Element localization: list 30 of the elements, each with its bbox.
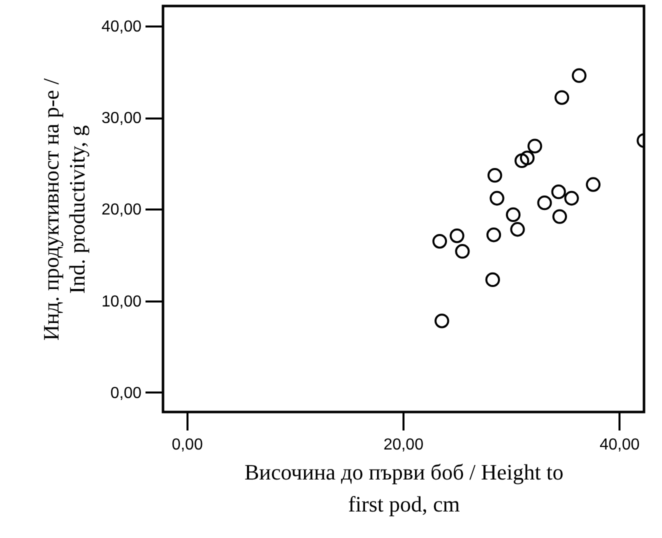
point [586, 177, 601, 192]
point [488, 168, 502, 183]
point [486, 228, 502, 242]
point [510, 222, 525, 237]
point [551, 184, 566, 200]
y-axis-title: Инд. продуктивност на р-е / Ind. productivity, g [38, 77, 90, 341]
y-tick-label: 30,00 [101, 110, 142, 128]
y-tick-label: 20,00 [101, 202, 142, 219]
x-tick-label: 20,00 [383, 436, 424, 454]
point [450, 228, 464, 244]
point [490, 190, 504, 206]
y-tick-label: 0,00 [110, 384, 142, 402]
point [554, 90, 570, 105]
point [552, 209, 568, 224]
point [506, 207, 521, 222]
point [455, 244, 470, 259]
point [537, 196, 552, 210]
point [528, 138, 542, 154]
point [434, 314, 450, 328]
x-axis-title: Височина до първи боб / Height to first pod, cm [244, 460, 564, 516]
x-tick-label: 40,00 [600, 436, 640, 454]
y-tick-label: 10,00 [101, 293, 142, 310]
point [514, 153, 530, 168]
y-tick-label: 40,00 [101, 18, 142, 36]
point [520, 150, 535, 166]
point [485, 272, 500, 288]
point [572, 68, 586, 83]
x-tick-label: 0,00 [172, 436, 203, 454]
point [564, 190, 579, 206]
point [432, 234, 448, 249]
